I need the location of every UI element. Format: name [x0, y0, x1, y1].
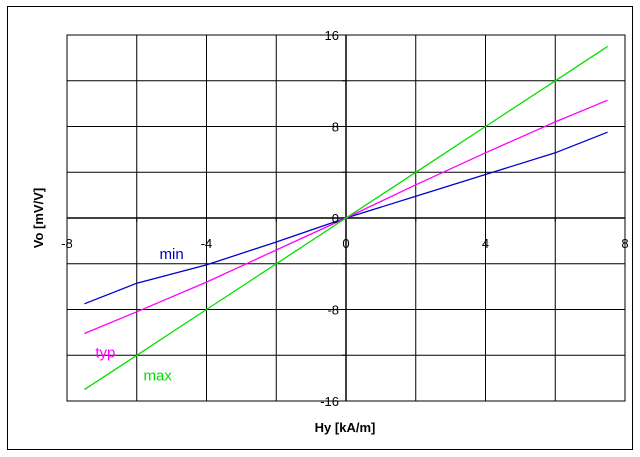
y-tick-label: 8 [332, 120, 339, 135]
series-lines [84, 45, 608, 391]
y-tick-label: -8 [327, 303, 339, 318]
tick-labels: -8 -4 0 4 8 16 8 0 -8 -16 [61, 28, 628, 409]
series-labels: min typ max [95, 246, 183, 384]
y-tick-label: 16 [325, 28, 339, 43]
x-tick-label: -4 [201, 236, 213, 251]
series-label-min: min [160, 246, 184, 263]
series-label-typ: typ [95, 345, 115, 362]
y-axis-title: Vo [mV/V] [31, 188, 46, 248]
x-axis-title: Hy [kA/m] [315, 420, 376, 435]
series-label-max: max [144, 367, 173, 384]
y-tick-label: 0 [332, 211, 339, 226]
series-line-max [84, 45, 608, 391]
x-tick-label: 8 [621, 236, 628, 251]
x-tick-label: -8 [61, 236, 73, 251]
x-tick-label: 0 [342, 236, 349, 251]
y-tick-label: -16 [320, 394, 339, 409]
chart-border [7, 6, 633, 450]
x-tick-label: 4 [482, 236, 489, 251]
